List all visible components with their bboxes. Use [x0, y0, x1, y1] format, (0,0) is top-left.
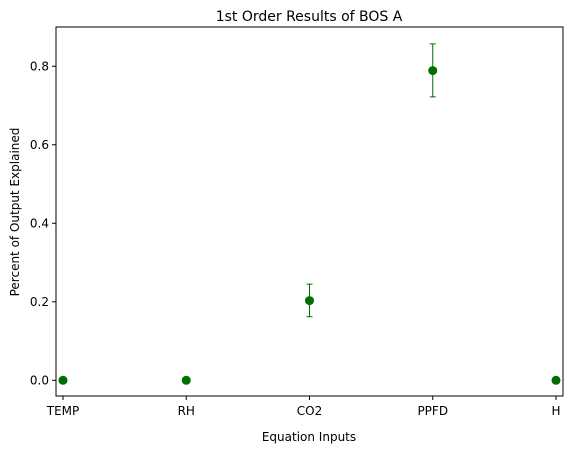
data-point	[181, 375, 191, 385]
y-tick-label: 0.4	[30, 216, 49, 230]
y-tick-label: 0.8	[30, 59, 49, 73]
x-tick-label: RH	[178, 404, 195, 418]
y-tick-label: 0.2	[30, 295, 49, 309]
x-tick-label: TEMP	[46, 404, 80, 418]
data-point	[428, 66, 438, 76]
x-tick-label: PPFD	[417, 404, 448, 418]
chart-title: 1st Order Results of BOS A	[216, 9, 403, 25]
data-point	[551, 375, 561, 385]
x-tick-label: CO2	[297, 404, 322, 418]
y-tick-label: 0.6	[30, 138, 49, 152]
plot-area: 0.0 0.2 0.4 0.6 0.8 TEMP RH CO2 PPFD H	[30, 43, 561, 418]
plot-frame	[55, 26, 564, 397]
y-axis-label: Percent of Output Explained	[8, 128, 22, 297]
data-point	[58, 375, 68, 385]
y-tick-label: 0.0	[30, 373, 49, 387]
x-tick-label: H	[551, 404, 560, 418]
data-point	[305, 296, 314, 306]
x-axis-label: Equation Inputs	[262, 430, 356, 444]
